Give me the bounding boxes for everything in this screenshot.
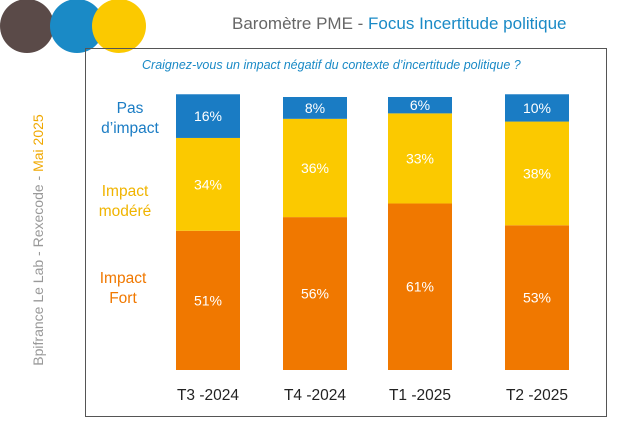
legend-modere: Impact modéré bbox=[80, 182, 170, 222]
category-label-0: T3 -2024 bbox=[177, 387, 239, 404]
data-label-fort-3: 53% bbox=[523, 290, 551, 306]
bar-segment-fort-0 bbox=[176, 230, 240, 370]
title-part2: Focus Incertitude politique bbox=[368, 14, 567, 33]
data-label-fort-1: 56% bbox=[301, 286, 329, 302]
legend-pas-impact: Pas d’impact bbox=[85, 99, 175, 139]
data-label-fort-0: 51% bbox=[194, 292, 222, 308]
data-label-modere-1: 36% bbox=[301, 160, 329, 176]
data-label-modere-3: 38% bbox=[523, 165, 551, 181]
bar-segment-pas_impact-2 bbox=[388, 97, 452, 114]
bar-segment-fort-3 bbox=[505, 225, 569, 370]
legend-fort-line2: Fort bbox=[109, 290, 137, 307]
bar-segment-pas_impact-3 bbox=[505, 94, 569, 122]
logo-circle-brown bbox=[0, 0, 54, 53]
logo-circles bbox=[0, 0, 146, 53]
page-title: Baromètre PME - Focus Incertitude politi… bbox=[232, 14, 567, 34]
bar-segment-modere-2 bbox=[388, 113, 452, 204]
data-label-fort-2: 61% bbox=[406, 279, 434, 295]
bar-segment-fort-2 bbox=[388, 203, 452, 370]
legend-modere-line2: modéré bbox=[98, 203, 152, 220]
data-label-modere-0: 34% bbox=[194, 176, 222, 192]
bar-segment-fort-1 bbox=[283, 217, 347, 370]
bar-segment-pas_impact-0 bbox=[176, 94, 240, 138]
data-label-pas_impact-0: 16% bbox=[194, 108, 222, 124]
title-part1: Baromètre PME bbox=[232, 14, 353, 33]
bar-segment-pas_impact-1 bbox=[283, 97, 347, 119]
legend-pas-impact-line1: Pas bbox=[116, 100, 144, 117]
legend-fort: Impact Fort bbox=[78, 269, 168, 309]
title-separator: - bbox=[352, 14, 369, 33]
bar-segment-modere-3 bbox=[505, 121, 569, 226]
logo-circle-blue bbox=[50, 0, 104, 53]
data-label-pas_impact-1: 8% bbox=[305, 100, 325, 116]
data-label-pas_impact-2: 6% bbox=[410, 97, 430, 113]
category-label-2: T1 -2025 bbox=[389, 387, 451, 404]
category-label-1: T4 -2024 bbox=[284, 387, 346, 404]
logo-circle-yellow bbox=[92, 0, 146, 53]
legend-modere-line1: Impact bbox=[101, 183, 149, 200]
chart-frame bbox=[85, 48, 607, 417]
data-label-modere-2: 33% bbox=[406, 150, 434, 166]
data-label-pas_impact-3: 10% bbox=[523, 100, 551, 116]
bar-segment-modere-1 bbox=[283, 118, 347, 218]
bar-segment-modere-0 bbox=[176, 137, 240, 231]
category-label-3: T2 -2025 bbox=[506, 387, 568, 404]
legend-fort-line1: Impact bbox=[99, 270, 147, 287]
legend-pas-impact-line2: d’impact bbox=[101, 120, 159, 137]
chart-question: Craignez-vous un impact négatif du conte… bbox=[142, 58, 521, 72]
